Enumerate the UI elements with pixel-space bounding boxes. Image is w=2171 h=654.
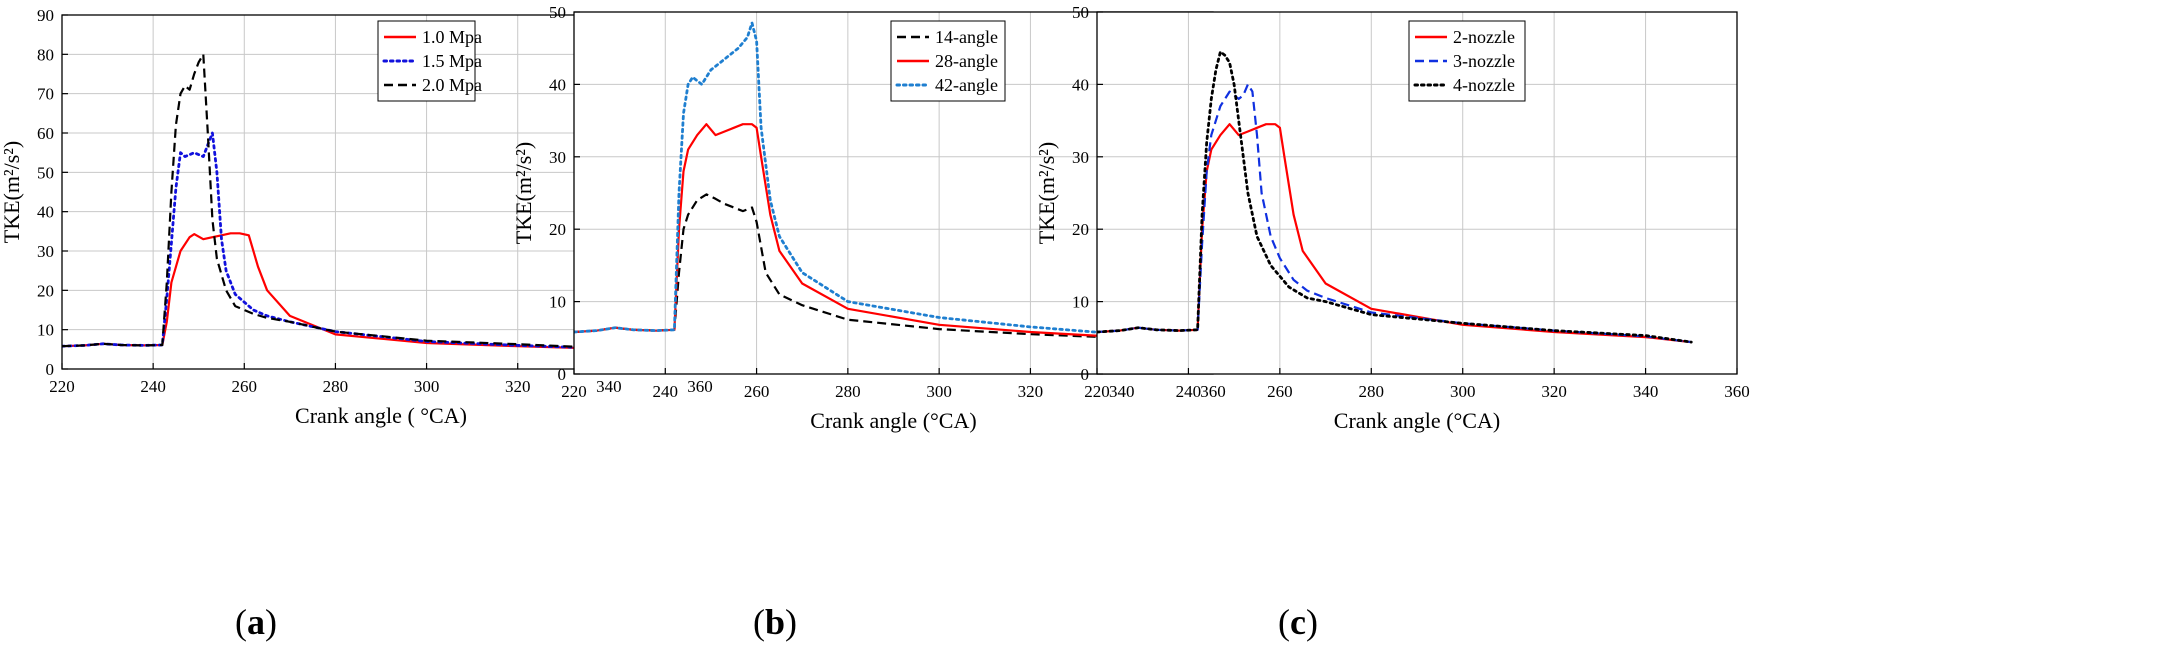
y-axis-title: TKE(m²/s²) — [0, 141, 24, 243]
legend: 2-nozzle 3-nozzle 4-nozzle — [1408, 20, 1526, 102]
y-tick-label: 50 — [37, 163, 54, 182]
y-tick-label: 10 — [37, 321, 54, 340]
y-tick-label: 0 — [1081, 365, 1090, 384]
y-tick-label: 50 — [1072, 3, 1089, 22]
series-line-1-0-mpa — [62, 232, 655, 353]
panel-label: (c) — [1278, 602, 1318, 642]
x-tick-label: 300 — [1450, 382, 1476, 401]
x-tick-label: 260 — [1267, 382, 1293, 401]
series-group — [574, 21, 1169, 344]
y-tick-label: 50 — [549, 3, 566, 22]
y-tick-label: 30 — [37, 242, 54, 261]
x-tick-label: 300 — [414, 377, 440, 396]
y-tick-label: 60 — [37, 124, 54, 143]
x-tick-label: 320 — [1541, 382, 1567, 401]
y-tick-label: 20 — [37, 281, 54, 300]
x-tick-label: 220 — [1084, 382, 1110, 401]
series-line-4-nozzle — [1097, 50, 1693, 344]
y-tick-label: 40 — [549, 75, 566, 94]
x-tick-label: 300 — [926, 382, 952, 401]
y-axis-title: TKE(m²/s²) — [511, 142, 536, 244]
y-tick-label: 70 — [37, 85, 54, 104]
x-tick-label: 260 — [744, 382, 770, 401]
series-group — [62, 53, 656, 353]
x-tick-label: 280 — [835, 382, 861, 401]
legend-label: 2.0 Mpa — [422, 75, 482, 95]
x-tick-label: 360 — [1200, 382, 1226, 401]
x-tick-label: 340 — [1109, 382, 1135, 401]
y-tick-label: 20 — [1072, 220, 1089, 239]
y-tick-label: 0 — [46, 360, 55, 379]
y-tick-label: 90 — [37, 6, 54, 25]
x-tick-label: 240 — [653, 382, 679, 401]
legend-label: 2-nozzle — [1453, 27, 1515, 47]
y-tick-label: 10 — [1072, 293, 1089, 312]
series-line-2-0-mpa — [62, 53, 655, 352]
x-tick-label: 240 — [1176, 382, 1202, 401]
x-tick-label: 320 — [505, 377, 531, 396]
legend-box — [1408, 20, 1526, 102]
x-tick-label: 360 — [1724, 382, 1750, 401]
y-tick-label: 20 — [549, 220, 566, 239]
x-tick-label: 320 — [1018, 382, 1044, 401]
x-axis-title: Crank angle (°CA) — [1334, 408, 1500, 433]
y-tick-label: 40 — [37, 203, 54, 222]
legend-label: 14-angle — [935, 27, 998, 47]
y-axis-title: TKE(m²/s²) — [1034, 142, 1059, 244]
legend-label: 28-angle — [935, 51, 998, 71]
legend: 1.0 Mpa 1.5 Mpa 2.0 Mpa — [377, 20, 482, 102]
panel-letter: b — [765, 602, 785, 642]
legend: 14-angle 28-angle 42-angle — [890, 20, 1006, 102]
series-line-42-angle — [574, 21, 1169, 344]
x-tick-label: 340 — [596, 377, 622, 396]
y-tick-label: 40 — [1072, 75, 1089, 94]
legend-label: 1.5 Mpa — [422, 51, 482, 71]
series-group — [1097, 50, 1693, 344]
plot-frame — [1096, 11, 1738, 375]
panel-label: (a) — [235, 602, 277, 642]
x-axis-title: Crank angle ( °CA) — [295, 403, 467, 428]
x-tick-label: 220 — [561, 382, 587, 401]
y-tick-label: 0 — [558, 365, 567, 384]
legend-label: 3-nozzle — [1453, 51, 1515, 71]
y-tick-label: 80 — [37, 45, 54, 64]
legend-label: 42-angle — [935, 75, 998, 95]
legend-label: 1.0 Mpa — [422, 27, 482, 47]
series-line-3-nozzle — [1097, 83, 1692, 344]
x-tick-label: 220 — [49, 377, 75, 396]
y-tick-label: 10 — [549, 293, 566, 312]
x-tick-label: 260 — [232, 377, 258, 396]
panel-letter: a — [247, 602, 265, 642]
x-axis-title: Crank angle (°CA) — [810, 408, 976, 433]
x-tick-label: 240 — [140, 377, 166, 396]
x-tick-label: 360 — [687, 377, 713, 396]
panel-label: (b) — [753, 602, 797, 642]
x-tick-label: 280 — [1359, 382, 1385, 401]
y-tick-label: 30 — [549, 148, 566, 167]
x-tick-label: 280 — [323, 377, 349, 396]
y-tick-label: 30 — [1072, 148, 1089, 167]
legend-label: 4-nozzle — [1453, 75, 1515, 95]
x-tick-label: 340 — [1633, 382, 1659, 401]
chart-panel-c: 220 240 260 280 300 320 340 360 0 10 20 30 40 50 Crank… — [1034, 3, 1750, 642]
panel-letter: c — [1290, 602, 1306, 642]
